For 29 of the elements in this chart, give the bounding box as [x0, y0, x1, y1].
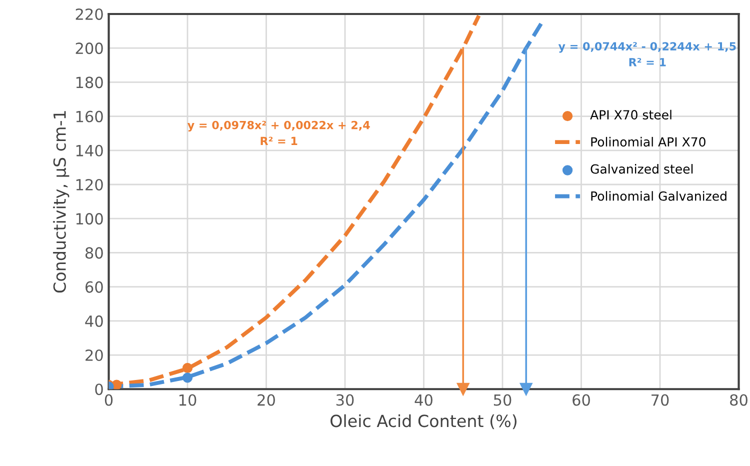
y-tick-label: 100	[76, 213, 103, 225]
x-tick-label: 80	[730, 394, 748, 406]
legend-label: Polinomial API X70	[591, 136, 706, 147]
x-tick-label: 40	[414, 394, 432, 406]
annotation: y = 0,0744x² - 0,2244x + 1,5 R² = 1	[558, 42, 736, 66]
x-tick-label: 10	[179, 394, 196, 406]
x-axis-title: Oleic Acid Content (%)	[330, 414, 516, 430]
y-tick-label: 200	[76, 42, 103, 54]
y-tick-label: 160	[76, 110, 103, 122]
legend-label: Polinomial Galvanized	[591, 191, 726, 201]
x-tick-label: 60	[572, 394, 590, 406]
y-tick-label: 80	[85, 247, 103, 259]
x-tick-label: 0	[104, 394, 113, 406]
annotation: y = 0,0978x² + 0,0022x + 2,4 R² = 1	[187, 120, 370, 145]
x-tick-label: 50	[494, 394, 512, 406]
y-tick-label: 220	[76, 8, 103, 20]
legend-label: API X70 steel	[590, 110, 672, 120]
x-tick-label: 70	[652, 394, 669, 406]
y-tick-label: 0	[95, 384, 103, 396]
y-tick-label: 60	[86, 281, 103, 293]
x-tick-label: 30	[336, 394, 354, 406]
y-tick-label: 180	[76, 76, 103, 88]
y-tick-label: 40	[85, 315, 103, 327]
y-tick-label: 140	[76, 144, 103, 156]
y-axis-title: Conductivity, µS cm-1	[53, 111, 70, 293]
x-tick-label: 20	[258, 394, 275, 406]
y-tick-label: 120	[76, 178, 103, 191]
legend-label: Galvanized steel	[590, 164, 693, 174]
y-tick-label: 20	[86, 349, 103, 362]
